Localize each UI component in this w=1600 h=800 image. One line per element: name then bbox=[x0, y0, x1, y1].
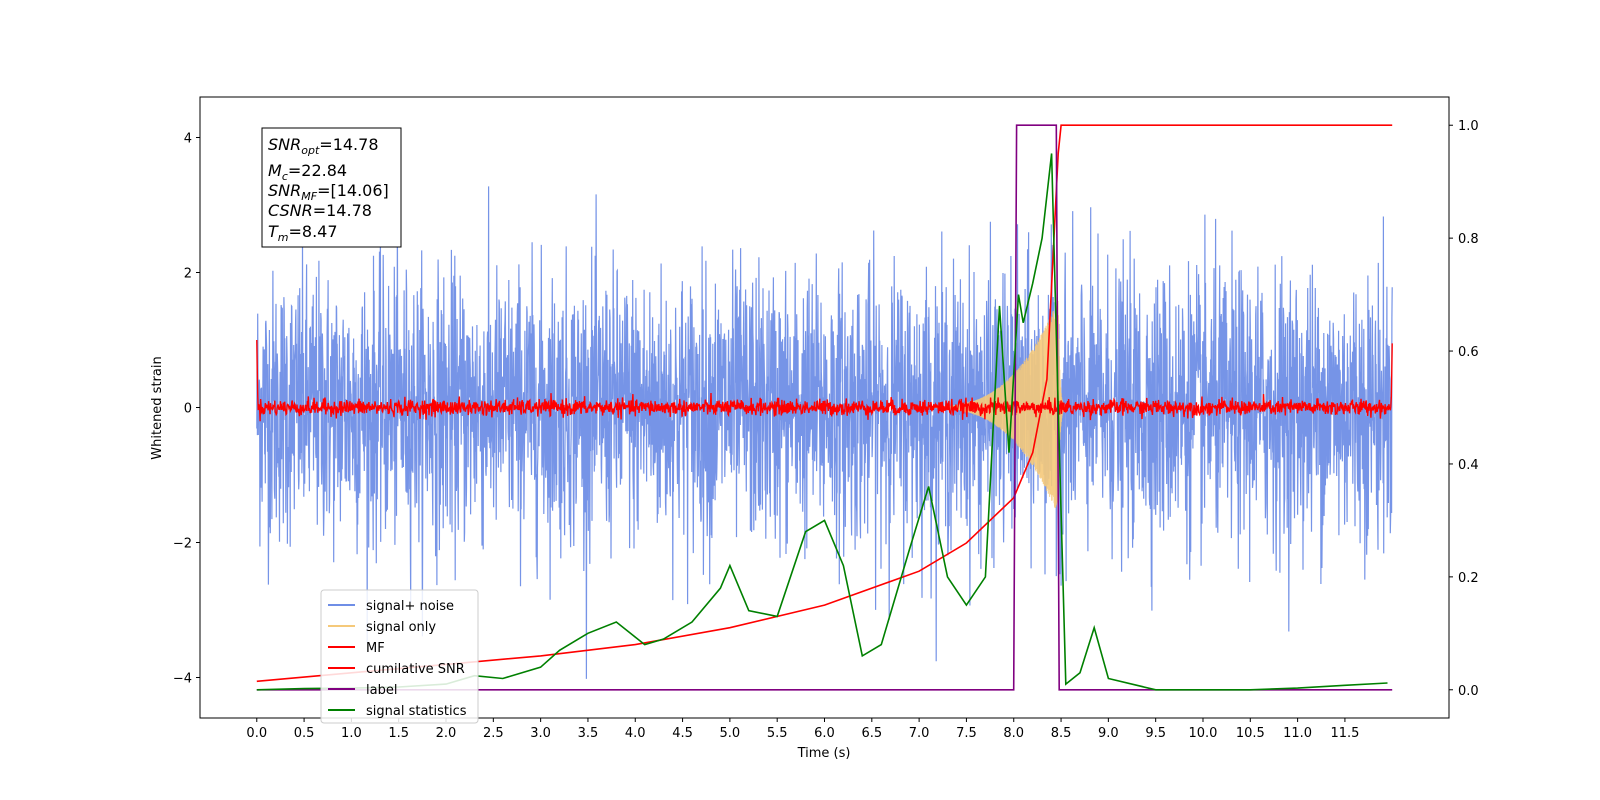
series-signal-statistics bbox=[256, 153, 1388, 691]
x-tick-label: 6.0 bbox=[814, 726, 835, 741]
x-tick-label: 0.5 bbox=[294, 726, 315, 741]
legend: signal+ noise signal only MF cumilative SNR… bbox=[320, 589, 479, 724]
y2-tick-label: 0.4 bbox=[1458, 458, 1479, 473]
x-tick-label: 4.5 bbox=[672, 726, 693, 741]
info-tm: Tm=8.47 bbox=[268, 222, 338, 244]
y-tick-label: 2 bbox=[184, 267, 192, 282]
x-tick-label: 1.0 bbox=[341, 726, 362, 741]
x-tick-label: 11.5 bbox=[1330, 726, 1359, 741]
series-mf bbox=[256, 339, 1393, 422]
x-tick-label: 4.0 bbox=[625, 726, 646, 741]
x-axis-label: Time (s) bbox=[797, 746, 851, 761]
x-tick-label: 8.0 bbox=[1003, 726, 1024, 741]
x-tick-label: 9.0 bbox=[1098, 726, 1119, 741]
x-tick-label: 3.0 bbox=[530, 726, 551, 741]
x-tick-label: 7.5 bbox=[956, 726, 977, 741]
y2-tick-label: 0.8 bbox=[1458, 232, 1479, 247]
x-tick-label: 10.5 bbox=[1236, 726, 1265, 741]
x-tick-label: 5.0 bbox=[720, 726, 741, 741]
info-snr-mf: SNRMF=[14.06] bbox=[268, 181, 389, 203]
x-tick-label: 9.5 bbox=[1145, 726, 1166, 741]
x-tick-label: 8.5 bbox=[1051, 726, 1072, 741]
legend-entry: signal only bbox=[366, 620, 436, 635]
y2-tick-label: 0.6 bbox=[1458, 345, 1479, 360]
x-tick-label: 10.0 bbox=[1189, 726, 1218, 741]
x-tick-label: 5.5 bbox=[767, 726, 788, 741]
y-tick-label: −4 bbox=[173, 672, 192, 687]
legend-entry: MF bbox=[366, 641, 385, 656]
legend-entry: signal+ noise bbox=[366, 599, 454, 614]
y-tick-label: 4 bbox=[184, 132, 192, 147]
x-tick-label: 1.5 bbox=[388, 726, 409, 741]
legend-entry: signal statistics bbox=[366, 704, 467, 719]
info-mc: Mc=22.84 bbox=[268, 161, 347, 183]
y-axis-label: Whitened strain bbox=[150, 356, 165, 459]
y2-tick-label: 0.2 bbox=[1458, 571, 1479, 586]
y-tick-label: −2 bbox=[173, 537, 192, 552]
x-tick-label: 2.5 bbox=[483, 726, 504, 741]
info-box: SNRopt=14.78 Mc=22.84 SNRMF=[14.06] CSNR… bbox=[261, 127, 402, 248]
x-tick-label: 0.0 bbox=[246, 726, 267, 741]
y2-tick-label: 0.0 bbox=[1458, 684, 1479, 699]
info-snr-opt: SNRopt=14.78 bbox=[268, 135, 379, 157]
legend-frame bbox=[320, 589, 479, 724]
info-csnr: CSNR=14.78 bbox=[268, 201, 372, 220]
x-tick-label: 2.0 bbox=[436, 726, 457, 741]
legend-entry: label bbox=[366, 683, 397, 698]
y-tick-label: 0 bbox=[184, 402, 192, 417]
y-axis-left: 4 2 0 −2 −4 bbox=[173, 132, 200, 687]
x-tick-label: 7.0 bbox=[909, 726, 930, 741]
series-label bbox=[256, 124, 1393, 691]
x-tick-label: 6.5 bbox=[861, 726, 882, 741]
y-axis-right: 1.0 0.8 0.6 0.4 0.2 0.0 bbox=[1449, 119, 1479, 699]
x-tick-label: 11.0 bbox=[1283, 726, 1312, 741]
y2-tick-label: 1.0 bbox=[1458, 119, 1479, 134]
x-tick-label: 3.5 bbox=[578, 726, 599, 741]
x-axis: 0.0 0.5 1.0 1.5 2.0 2.5 3.0 3.5 4.0 4.5 5.0 5.5 6.0 6… bbox=[246, 718, 1359, 741]
series-signal-noise bbox=[256, 186, 1393, 679]
legend-entry: cumilative SNR bbox=[366, 662, 465, 677]
info-box-frame bbox=[261, 127, 402, 248]
